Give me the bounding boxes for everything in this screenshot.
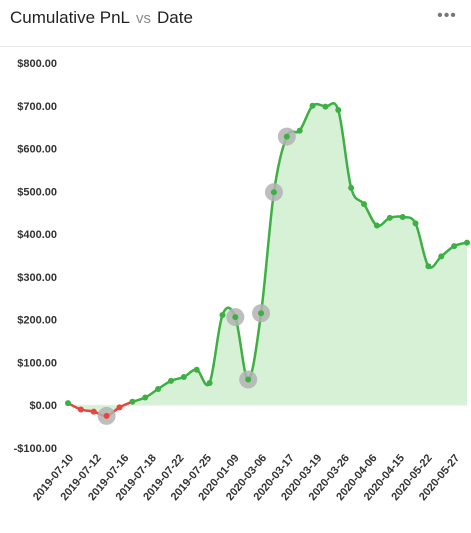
data-point xyxy=(309,102,316,109)
data-point xyxy=(65,400,71,407)
data-point xyxy=(348,184,355,191)
y-tick-label: -$100.00 xyxy=(14,443,57,455)
data-point xyxy=(258,310,265,317)
y-tick-label: $700.00 xyxy=(17,101,57,113)
more-horizontal-icon[interactable]: ••• xyxy=(437,7,457,24)
data-point xyxy=(232,314,239,321)
y-tick-label: $400.00 xyxy=(17,229,57,241)
data-point xyxy=(451,243,458,250)
data-point xyxy=(335,107,342,114)
data-point xyxy=(142,394,149,401)
data-point xyxy=(386,214,393,221)
series-line-segment xyxy=(208,313,224,385)
data-point xyxy=(399,214,406,220)
data-point xyxy=(90,408,97,415)
y-tick-label: $200.00 xyxy=(17,315,57,327)
data-point xyxy=(438,253,445,260)
chart-title: Cumulative PnL vs Date xyxy=(10,8,193,28)
data-point xyxy=(155,385,162,392)
data-point xyxy=(219,311,226,318)
data-point xyxy=(129,398,136,405)
data-point xyxy=(245,376,252,383)
chart-header: Cumulative PnL vs Date ••• xyxy=(0,0,471,46)
data-point xyxy=(270,189,277,196)
dimension-label: Date xyxy=(157,8,193,27)
data-point xyxy=(116,404,123,411)
data-point xyxy=(77,406,84,413)
series-line-segment xyxy=(337,108,353,190)
data-point xyxy=(193,366,200,373)
data-point xyxy=(283,133,290,140)
data-point xyxy=(373,222,380,229)
y-tick-label: $300.00 xyxy=(17,272,57,284)
data-point xyxy=(361,201,368,208)
data-point xyxy=(412,220,419,227)
y-tick-label: $500.00 xyxy=(17,186,57,198)
data-point xyxy=(167,377,174,384)
data-point xyxy=(103,412,110,419)
y-tick-label: $600.00 xyxy=(17,144,57,156)
data-point xyxy=(425,263,432,270)
data-point xyxy=(180,373,187,380)
vs-label: vs xyxy=(136,10,152,27)
y-tick-label: $100.00 xyxy=(17,357,57,369)
series-line-segment xyxy=(259,190,276,315)
metric-label: Cumulative PnL xyxy=(10,8,131,27)
y-tick-label: $800.00 xyxy=(17,58,57,70)
data-point xyxy=(206,379,213,386)
header-divider xyxy=(0,46,471,47)
data-point xyxy=(296,127,303,134)
y-tick-label: $0.00 xyxy=(29,400,57,412)
data-point xyxy=(322,103,329,110)
data-point xyxy=(464,239,470,246)
